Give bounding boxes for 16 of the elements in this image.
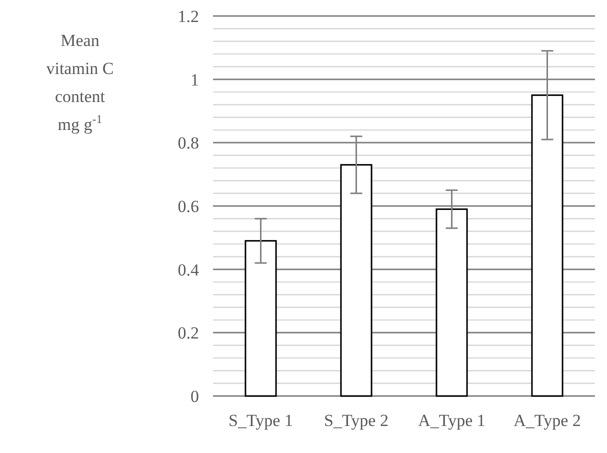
bar xyxy=(244,240,277,397)
y-tick-label: 0 xyxy=(190,386,199,406)
y-tick-label: 0.6 xyxy=(178,196,199,216)
x-tick-label: S_Type 2 xyxy=(324,411,388,430)
y-tick-label: 1 xyxy=(190,70,199,90)
y-tick-label: 0.8 xyxy=(178,134,199,153)
bar xyxy=(531,94,564,397)
x-tick-label: A_Type 1 xyxy=(418,411,486,430)
x-tick-label: A_Type 2 xyxy=(514,411,581,430)
x-tick-label: S_Type 1 xyxy=(228,411,293,430)
y-tick-label: 0.2 xyxy=(178,324,199,343)
y-axis-title: Mean vitamin C content mg g$^{-1}$ xyxy=(46,31,114,134)
bar xyxy=(340,164,372,397)
y-tick-label: 0.4 xyxy=(178,260,200,280)
bar xyxy=(436,208,468,397)
y-tick-label: 1.2 xyxy=(178,6,199,26)
